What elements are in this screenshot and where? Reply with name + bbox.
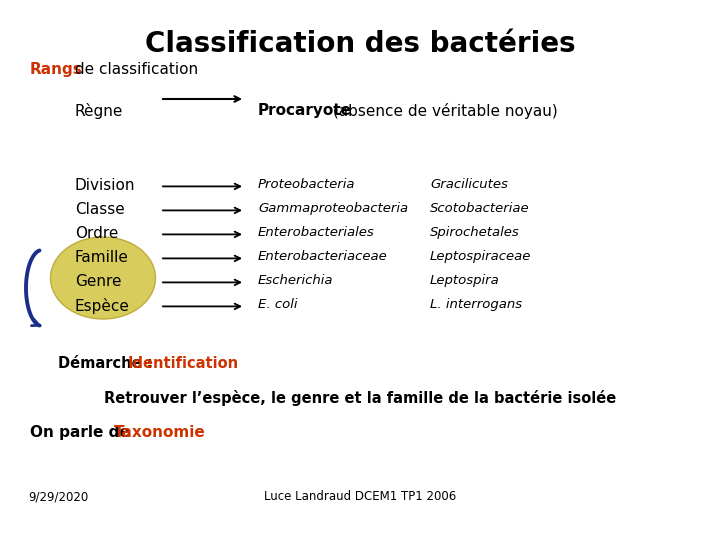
Text: Classe: Classe	[75, 202, 125, 217]
Text: Scotobacteriae: Scotobacteriae	[430, 202, 530, 215]
Text: de classification: de classification	[70, 62, 198, 77]
Text: E. coli: E. coli	[258, 298, 297, 311]
Text: L. interrogans: L. interrogans	[430, 298, 522, 311]
Text: Genre: Genre	[75, 274, 122, 289]
Text: Identification: Identification	[128, 356, 239, 371]
Text: Gammaproteobacteria: Gammaproteobacteria	[258, 202, 408, 215]
Text: On parle de: On parle de	[30, 425, 135, 440]
Text: Leptospiraceae: Leptospiraceae	[430, 250, 531, 263]
Text: Règne: Règne	[75, 103, 123, 119]
Ellipse shape	[50, 237, 156, 319]
Text: Espèce: Espèce	[75, 298, 130, 314]
Text: Division: Division	[75, 178, 135, 193]
Text: (absence de véritable noyau): (absence de véritable noyau)	[328, 103, 558, 119]
Text: Proteobacteria: Proteobacteria	[258, 178, 356, 191]
Text: Luce Landraud DCEM1 TP1 2006: Luce Landraud DCEM1 TP1 2006	[264, 490, 456, 503]
Text: Spirochetales: Spirochetales	[430, 226, 520, 239]
Text: Famille: Famille	[75, 250, 129, 265]
Text: Ordre: Ordre	[75, 226, 118, 241]
Text: Procaryote: Procaryote	[258, 103, 352, 118]
Text: Enterobacteriaceae: Enterobacteriaceae	[258, 250, 388, 263]
Text: Gracilicutes: Gracilicutes	[430, 178, 508, 191]
Text: Taxonomie: Taxonomie	[114, 425, 206, 440]
Text: 9/29/2020: 9/29/2020	[28, 490, 89, 503]
Text: Leptospira: Leptospira	[430, 274, 500, 287]
Text: Escherichia: Escherichia	[258, 274, 333, 287]
Text: Démarche :: Démarche :	[58, 356, 158, 371]
Text: Rangs: Rangs	[30, 62, 83, 77]
Text: Enterobacteriales: Enterobacteriales	[258, 226, 374, 239]
Text: Retrouver l’espèce, le genre et la famille de la bactérie isolée: Retrouver l’espèce, le genre et la famil…	[104, 390, 616, 406]
Text: Classification des bactéries: Classification des bactéries	[145, 30, 575, 58]
